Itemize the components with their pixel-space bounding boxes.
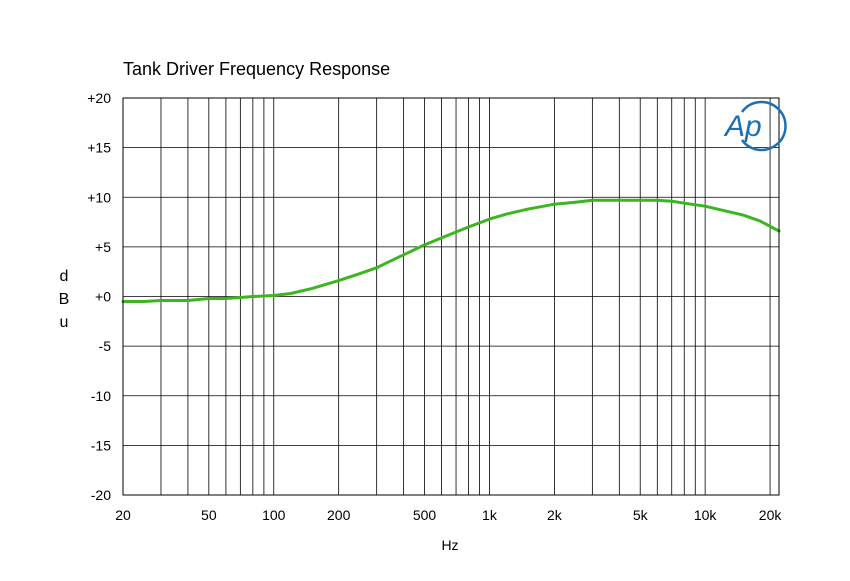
ap-logo-text: Ap <box>723 110 762 143</box>
x-tick-label: 50 <box>201 507 217 523</box>
y-axis-label-char: d <box>60 268 69 285</box>
y-tick-label: +0 <box>95 289 111 305</box>
x-tick-label: 1k <box>482 507 498 523</box>
x-tick-label: 20 <box>115 507 131 523</box>
ap-logo-arc <box>740 100 787 152</box>
x-tick-label: 500 <box>413 507 437 523</box>
x-tick-labels: 20 50 100 200 500 1k 2k 5k 10k 20k <box>115 507 782 523</box>
x-axis-label: Hz <box>441 537 458 553</box>
x-tick-label: 5k <box>633 507 649 523</box>
x-tick-label: 2k <box>547 507 563 523</box>
y-tick-label: +20 <box>87 90 111 106</box>
y-tick-label: -15 <box>91 437 111 453</box>
y-axis-label-char: B <box>59 291 70 308</box>
y-tick-label: +5 <box>95 239 111 255</box>
y-tick-labels: +20 +15 +10 +5 +0 -5 -10 -15 -20 <box>87 90 111 503</box>
x-tick-label: 100 <box>262 507 286 523</box>
series-group <box>121 198 781 303</box>
series-line <box>121 198 781 303</box>
y-tick-label: -5 <box>99 338 112 354</box>
y-axis-label: dBu <box>59 268 70 331</box>
x-tick-label: 10k <box>694 507 718 523</box>
y-tick-label: +10 <box>87 189 111 205</box>
x-tick-label: 20k <box>759 507 783 523</box>
y-tick-label: -10 <box>91 388 111 404</box>
plot-frame <box>122 97 780 496</box>
x-tick-label: 200 <box>327 507 351 523</box>
y-tick-label: -20 <box>91 487 111 503</box>
y-axis-label-char: u <box>60 314 69 331</box>
y-tick-label: +15 <box>87 140 111 156</box>
ap-logo: Ap <box>723 100 787 152</box>
chart-title: Tank Driver Frequency Response <box>123 59 390 79</box>
grid <box>123 98 779 495</box>
